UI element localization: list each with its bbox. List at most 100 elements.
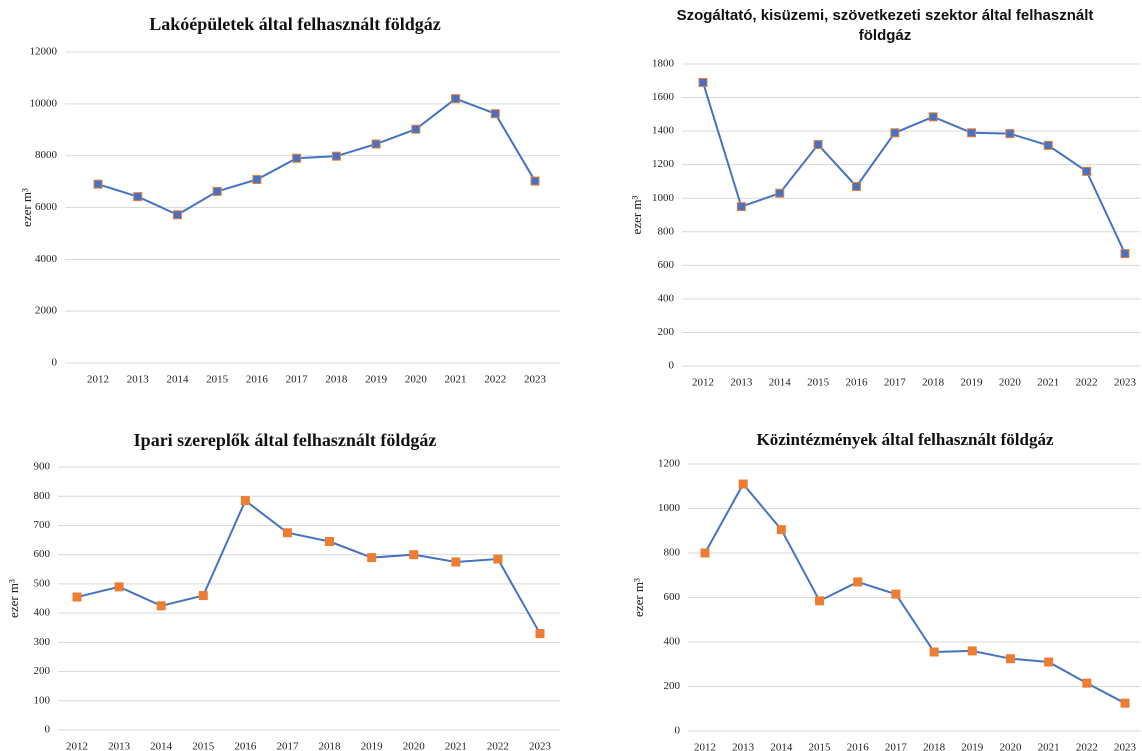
marker [815,596,825,606]
marker [530,176,540,186]
marker [451,94,461,104]
marker [736,202,746,212]
x-tick-label: 2022 [1076,742,1098,751]
x-tick-label: 2012 [66,741,88,751]
x-tick-label: 2022 [484,374,506,386]
x-tick-label: 2018 [325,374,348,386]
x-tick-label: 2021 [1038,742,1060,751]
x-tick-label: 2022 [1076,377,1098,389]
y-tick-label: 1000 [652,192,675,204]
y-axis-label: ezer m³ [6,579,21,618]
marker [493,554,503,564]
y-tick-label: 400 [658,292,675,304]
y-axis-label: ezer m³ [629,195,644,234]
data-line [97,97,536,216]
x-tick-label: 2023 [1114,742,1137,751]
y-tick-label: 10000 [30,97,58,109]
marker [929,647,939,657]
marker [1005,654,1015,664]
y-tick-label: 200 [658,326,675,338]
x-tick-label: 2023 [524,374,547,386]
marker [1043,140,1053,150]
y-tick-label: 400 [34,607,51,619]
marker [93,179,103,189]
x-tick-label: 2018 [922,377,945,389]
x-tick-label: 2017 [885,742,908,751]
y-tick-label: 0 [669,360,675,372]
y-tick-label: 2000 [35,305,58,317]
x-tick-label: 2014 [769,377,792,389]
x-tick-label: 2014 [770,742,793,751]
x-tick-label: 2016 [847,742,870,751]
x-tick-label: 2020 [999,742,1022,751]
x-tick-label: 2016 [234,741,257,751]
y-tick-label: 600 [664,591,681,603]
marker [775,188,785,198]
marker [156,601,166,611]
marker [1082,166,1092,176]
marker [114,582,124,592]
x-tick-label: 2012 [692,377,714,389]
chart-title: Szogáltató, kisüzemi, szövetkezeti szekt… [676,7,1094,44]
marker [411,124,421,134]
marker [851,181,861,191]
marker [1005,129,1015,139]
y-axis-label: ezer m³ [19,188,34,227]
marker [776,525,786,535]
y-axis-label: ezer m³ [631,578,646,617]
marker [738,479,748,489]
y-tick-label: 1200 [658,458,681,470]
y-tick-label: 200 [34,665,51,677]
y-tick-label: 1400 [652,125,675,137]
x-tick-label: 2012 [87,374,109,386]
x-tick-label: 2019 [365,374,388,386]
x-tick-label: 2018 [319,741,342,751]
y-tick-label: 6000 [35,201,58,213]
chart-title: Lakóépületek által felhasznált földgáz [149,14,441,34]
x-tick-label: 2022 [487,741,509,751]
marker [891,589,901,599]
x-tick-label: 2019 [361,741,384,751]
marker [133,192,143,202]
x-tick-label: 2018 [923,742,946,751]
marker [967,128,977,138]
y-tick-label: 100 [34,694,51,706]
chart-title: Közintézmények által felhasznált földgáz [756,430,1054,449]
y-tick-label: 1200 [652,158,675,170]
x-tick-label: 2021 [445,374,467,386]
x-tick-label: 2020 [405,374,428,386]
marker [172,210,182,220]
x-tick-label: 2013 [732,742,755,751]
x-tick-label: 2013 [730,377,753,389]
marker [890,128,900,138]
x-tick-label: 2023 [529,741,552,751]
marker [198,591,208,601]
marker [451,557,461,567]
marker [240,496,250,506]
y-tick-label: 0 [45,724,51,736]
x-tick-label: 2016 [246,374,269,386]
marker [292,153,302,163]
marker [853,577,863,587]
marker [282,528,292,538]
marker [325,537,335,547]
marker [367,553,377,563]
x-tick-label: 2012 [694,742,716,751]
y-tick-label: 12000 [30,46,58,58]
marker [535,629,545,639]
x-tick-label: 2014 [150,741,173,751]
x-tick-label: 2014 [166,374,189,386]
chart-title: Ipari szereplők által felhasznált földgá… [133,430,437,450]
marker [967,646,977,656]
y-tick-label: 400 [664,636,681,648]
marker [371,139,381,149]
y-tick-label: 1000 [658,502,681,514]
x-tick-label: 2020 [403,741,426,751]
marker [1082,678,1092,688]
marker [813,140,823,150]
x-tick-label: 2015 [192,741,215,751]
x-tick-label: 2015 [809,742,832,751]
x-tick-label: 2013 [127,374,150,386]
data-line [76,499,541,635]
